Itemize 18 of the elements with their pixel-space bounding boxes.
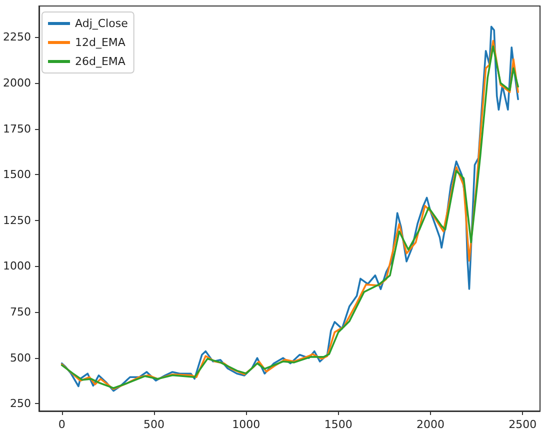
x-tick-label: 1500	[324, 418, 352, 431]
y-tick-label: 2000	[2, 76, 31, 90]
x-tick-label: 1000	[232, 418, 260, 431]
y-tick-label: 1000	[2, 260, 31, 273]
x-tick-label: 2500	[508, 418, 537, 431]
legend-label: Adj_Close	[75, 17, 128, 30]
legend-label: 26d_EMA	[75, 55, 126, 68]
y-tick-label: 500	[10, 351, 31, 364]
y-tick-label: 2250	[2, 30, 31, 44]
y-tick-label: 750	[10, 306, 31, 319]
y-tick-label: 1250	[2, 214, 31, 227]
x-tick-label: 2000	[416, 418, 445, 431]
y-tick-label: 1750	[2, 122, 31, 136]
y-tick-label: 250	[10, 397, 31, 410]
x-tick-label: 0	[58, 418, 66, 431]
y-tick-label: 1500	[2, 168, 31, 182]
x-tick-label: 500	[144, 418, 165, 431]
legend-label: 12d_EMA	[75, 36, 126, 49]
